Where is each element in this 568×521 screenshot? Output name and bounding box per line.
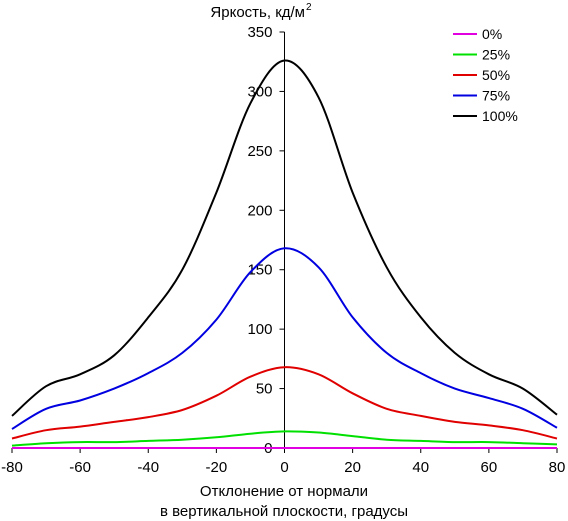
x-tick-label: 40 xyxy=(412,459,429,476)
legend-label: 25% xyxy=(482,47,510,63)
x-tick-label: 20 xyxy=(344,459,361,476)
series-line-75pct xyxy=(11,247,558,430)
x-tick-label: 80 xyxy=(549,459,566,476)
x-tick-label: -60 xyxy=(69,459,91,476)
y-tick-label: 200 xyxy=(247,202,272,219)
x-tick-label: 0 xyxy=(280,459,288,476)
y-axis-title: Яркость, кд/м xyxy=(210,4,305,21)
legend-label: 75% xyxy=(482,88,510,104)
series-line-50pct xyxy=(11,366,558,440)
y-tick-label: 150 xyxy=(247,262,272,279)
y-tick-label: 250 xyxy=(247,143,272,160)
y-axis-title-superscript: 2 xyxy=(306,2,312,13)
x-tick-label: 60 xyxy=(481,459,498,476)
legend-label: 0% xyxy=(482,26,502,42)
x-tick-label: -40 xyxy=(137,459,159,476)
axes: -80 -60 -40 -20 0 20 40 60 800501001502002503003… xyxy=(1,24,565,476)
series-line-25pct xyxy=(11,430,558,447)
y-tick-label: 50 xyxy=(256,381,273,398)
x-tick-label: -80 xyxy=(1,459,23,476)
legend-label: 50% xyxy=(482,67,510,83)
y-tick-label: 100 xyxy=(247,321,272,338)
series-layer xyxy=(11,59,558,449)
x-tick-label: -20 xyxy=(206,459,228,476)
y-tick-label: 350 xyxy=(247,24,272,41)
legend-label: 100% xyxy=(482,108,518,124)
x-axis-title-line2: в вертикальной плоскости, градусы xyxy=(160,503,408,520)
series-line-100pct xyxy=(11,59,558,417)
x-axis-title-line1: Отклонение от нормали xyxy=(200,483,368,500)
legend: 0% 25% 50% 75% 100% xyxy=(453,26,518,124)
